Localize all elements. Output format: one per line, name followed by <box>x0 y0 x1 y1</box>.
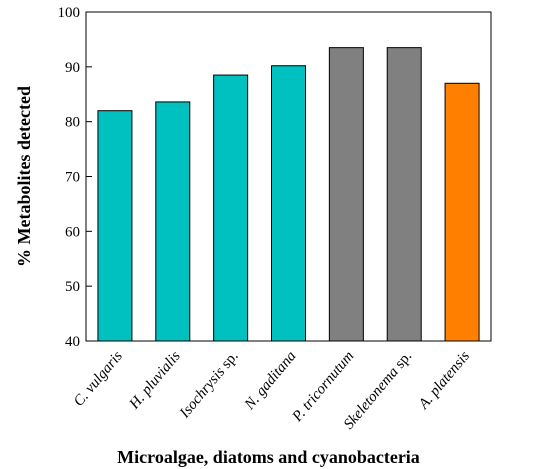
x-axis-title: Microalgae, diatoms and cyanobacteria <box>117 447 420 467</box>
bar-n-gaditana <box>271 65 306 342</box>
y-axis-title: % Metabolites detected <box>14 86 34 267</box>
bar-c-vulgaris <box>97 110 133 342</box>
bar-skeletonema-sp <box>386 47 422 342</box>
y-tick-label: 60 <box>65 224 80 240</box>
bar-p-tricornutum <box>328 47 364 342</box>
y-tick-label: 40 <box>65 334 80 350</box>
x-tick-label: C. vulgaris <box>71 348 126 409</box>
y-tick-label: 90 <box>65 60 80 76</box>
y-tick-label: 100 <box>58 5 81 21</box>
y-axis: 40 50 60 70 80 90 100 <box>58 5 92 350</box>
y-tick-label: 80 <box>65 115 80 131</box>
bar-h-pluvialis <box>155 101 191 342</box>
x-tick-label: H. pluvialis <box>126 348 184 413</box>
x-tick-label: N. gaditana <box>241 348 299 413</box>
y-tick-label: 70 <box>65 170 80 186</box>
bar-isochrysis-sp <box>213 74 249 342</box>
x-tick-label: A. platensis <box>415 348 473 413</box>
bars-group <box>97 47 480 342</box>
y-tick-label: 50 <box>65 279 80 295</box>
bar-a-platensis <box>444 82 480 342</box>
x-tick-label: Isochrysis sp. <box>176 348 241 422</box>
